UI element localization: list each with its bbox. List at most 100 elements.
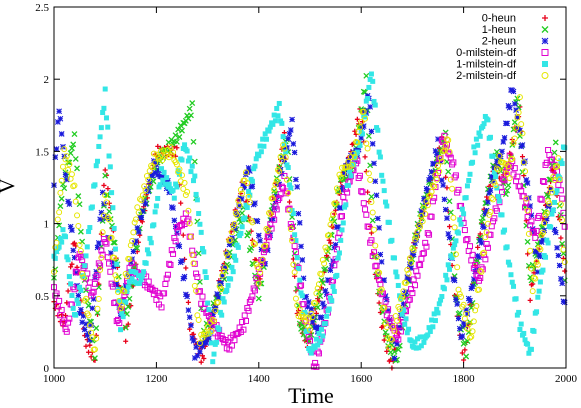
data-point [432,318,438,324]
data-point [185,158,191,164]
data-point [184,293,191,300]
data-point [456,309,463,316]
series-1-heun [51,72,568,364]
data-point [218,280,225,287]
data-point [468,333,475,340]
data-point [153,203,159,209]
data-point [72,198,79,205]
legend-label: 0-milstein-df [456,47,517,59]
data-point [249,178,255,184]
data-point [194,352,201,359]
series-2-milstein-df [51,94,568,353]
data-point [541,49,549,56]
data-point [249,219,256,226]
data-point [541,178,548,185]
data-point [83,321,89,327]
data-point [404,330,410,336]
data-point [378,258,385,265]
data-point [344,164,351,171]
data-point [174,184,180,190]
data-point [383,312,390,319]
data-point [120,314,126,320]
data-point [254,218,261,225]
data-point [514,173,521,180]
data-point [536,212,543,219]
data-point [518,321,524,327]
data-point [107,268,114,275]
data-point [210,311,216,318]
data-point [313,363,320,370]
data-point [378,286,385,293]
data-point [228,276,234,282]
data-point [184,188,191,195]
data-point [298,243,304,250]
data-point [300,275,307,282]
data-point [257,143,263,149]
data-point [232,207,238,213]
legend-marker [541,49,549,56]
data-point [333,246,340,253]
data-point [235,244,241,250]
data-point [360,123,367,130]
data-point [459,206,465,212]
data-point [386,219,392,225]
data-point [527,247,534,254]
data-point [519,142,526,148]
data-point [267,221,274,228]
data-point [396,306,403,313]
data-point [106,153,112,159]
data-point [148,162,155,169]
data-point [216,326,222,332]
data-point [98,125,104,131]
data-point [111,300,118,307]
data-point [363,140,370,147]
data-point [258,261,265,268]
data-point [464,311,471,317]
data-point [318,314,325,321]
data-point [444,277,450,283]
data-point [137,280,143,286]
data-point [488,173,495,180]
data-point [106,260,113,267]
data-point [77,247,84,254]
data-point [211,318,218,325]
data-point [394,332,401,339]
data-point [368,193,375,200]
data-point [165,177,171,184]
data-point [511,135,518,142]
data-point [525,230,532,237]
data-point [207,317,214,324]
legend-marker [542,15,548,21]
data-point [76,310,83,317]
data-point [330,284,336,290]
y-tick-label: 1.5 [35,146,49,158]
data-point [219,312,225,318]
data-point [246,188,252,194]
data-point [304,304,311,310]
data-point [539,178,546,185]
data-point [296,306,303,313]
data-point [191,282,198,289]
data-point [226,241,233,248]
data-point [172,223,179,230]
data-point [78,287,84,293]
data-point [470,265,477,272]
data-point [250,285,257,292]
data-point [65,319,72,326]
data-point [368,128,375,135]
data-point [340,169,347,176]
data-point [312,300,319,307]
data-point [248,296,255,303]
data-point [463,237,470,244]
data-point [203,275,209,281]
data-point [63,312,69,318]
data-point [97,134,103,140]
data-point [283,149,289,155]
data-point [393,269,399,275]
data-point [168,152,175,159]
data-point [100,110,106,116]
data-point [379,172,385,178]
data-point [315,342,321,348]
data-point [510,126,517,133]
data-point [115,316,121,323]
